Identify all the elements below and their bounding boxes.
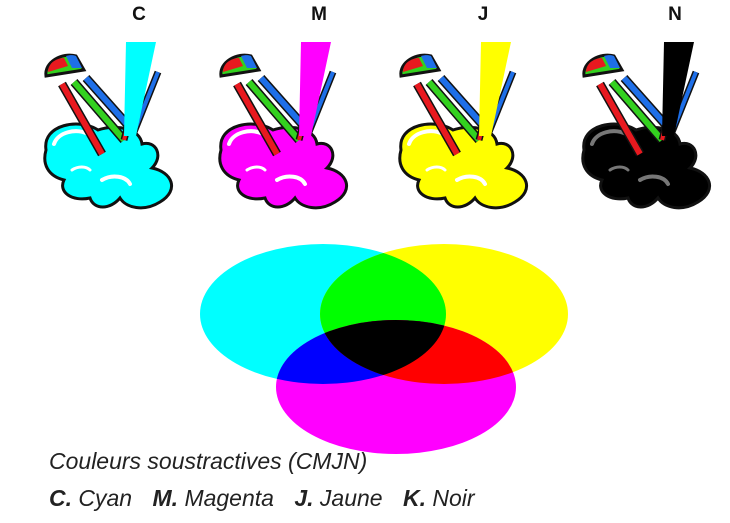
- legend-value-k: Noir: [432, 485, 475, 511]
- legend-value-c: Cyan: [78, 485, 133, 511]
- black-ink-illustration: [581, 42, 712, 210]
- yellow-ink-illustration: [398, 42, 529, 210]
- panel-letter-m: M: [311, 4, 327, 25]
- legend-key-c: C.: [49, 485, 72, 511]
- blob-highlight: [275, 174, 307, 186]
- panel-letter-n: N: [668, 4, 682, 25]
- subtractive-venn-diagram: [200, 244, 568, 454]
- green-beam: [71, 80, 127, 142]
- blob-highlight: [608, 165, 630, 172]
- green-beam: [246, 80, 302, 142]
- green-beam: [609, 80, 665, 142]
- blob-highlight: [455, 174, 487, 186]
- lamp-head-blue: [421, 55, 437, 68]
- magenta-ink-illustration: [218, 42, 349, 210]
- ink-blob: [43, 122, 174, 210]
- legend-key-m: M.: [152, 485, 179, 511]
- lamp-head-red: [48, 58, 68, 72]
- panel-letter-j: J: [477, 4, 489, 25]
- lamp-head-red: [223, 58, 243, 72]
- ink-blob: [398, 122, 529, 210]
- lamp-head-red: [586, 58, 606, 72]
- ink-blob: [218, 122, 349, 210]
- blob-highlight: [638, 174, 670, 186]
- lamp-head-blue: [604, 55, 620, 68]
- blob-highlight: [425, 165, 447, 172]
- legend-key-k: K.: [402, 485, 426, 511]
- blob-highlight: [245, 165, 267, 172]
- legend-value-m: Magenta: [184, 485, 274, 511]
- ink-stream: [299, 42, 331, 136]
- red-beam: [59, 82, 105, 156]
- ink-stream: [124, 42, 156, 136]
- lamp-head-red: [403, 58, 423, 72]
- ink-blob: [581, 122, 712, 210]
- panel-letter-c: C: [132, 4, 146, 25]
- caption: Couleurs soustractives (CMJN): [49, 448, 368, 474]
- green-beam: [426, 80, 482, 142]
- red-beam: [414, 82, 460, 156]
- blob-highlight: [70, 165, 92, 172]
- lamp-head-blue: [66, 55, 82, 68]
- ink-stream: [479, 42, 511, 136]
- blob-highlight: [100, 174, 132, 186]
- legend-key-j: J.: [294, 485, 314, 511]
- legend: C. Cyan M. Magenta J. Jaune K. Noir: [49, 485, 489, 512]
- blue-overlap: [276, 320, 446, 384]
- legend-value-j: Jaune: [319, 485, 383, 511]
- lamp-head-blue: [241, 55, 257, 68]
- red-beam: [234, 82, 280, 156]
- cyan-ink-illustration: [43, 42, 174, 210]
- red-beam: [597, 82, 643, 156]
- ink-stream: [662, 42, 694, 136]
